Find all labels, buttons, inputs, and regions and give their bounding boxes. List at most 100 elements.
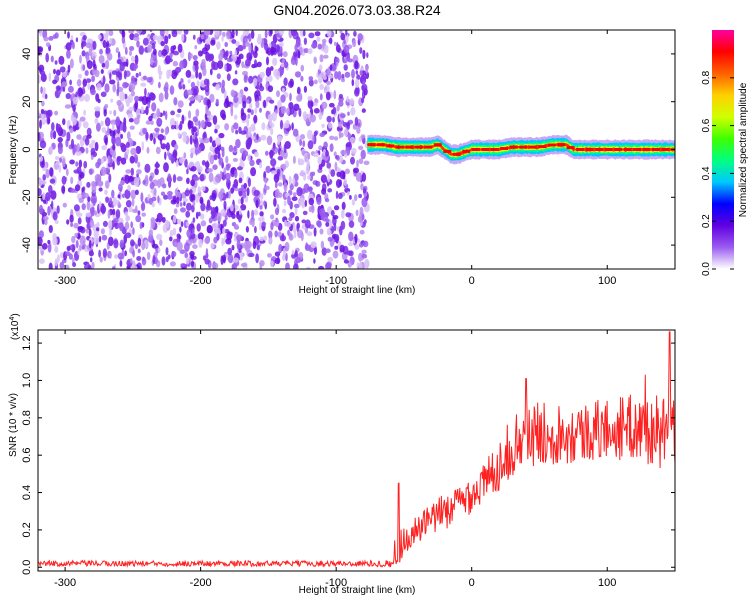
spectrogram-noise-cell	[245, 226, 249, 233]
spectrogram-noise-cell	[140, 82, 147, 87]
spectrogram-noise-cell	[358, 158, 364, 165]
spectrogram-noise-cell	[253, 77, 258, 87]
spectrogram-signal-peak	[443, 149, 452, 153]
spectrogram-noise-cell	[198, 238, 203, 248]
spectrogram-noise-cell	[283, 182, 288, 192]
spectrogram-noise-cell	[75, 150, 82, 156]
spectrogram-noise-cell	[218, 191, 224, 200]
spectrogram-noise-cell	[124, 211, 129, 216]
spectrogram-noise-cell	[204, 236, 210, 245]
spectrogram-signal-peak	[424, 145, 433, 149]
snr-y-tick-label: 0.2	[21, 522, 33, 537]
spectrogram-noise-cell	[148, 233, 154, 244]
spectrogram-noise-cell	[235, 138, 241, 149]
snr-y-axis-label: SNR (10 * v/v)	[8, 393, 19, 457]
spectrogram-noise-cell	[235, 129, 239, 135]
spectrogram-noise-cell	[157, 195, 160, 204]
spectrogram-noise-cell	[341, 201, 346, 210]
spectrogram-noise-cell	[190, 152, 194, 159]
spectrogram-noise-cell	[281, 163, 287, 171]
spectrogram-noise-cell	[196, 165, 203, 173]
spectrogram-noise-cell	[104, 104, 109, 109]
spectrogram-noise-cell	[221, 237, 224, 247]
snr-x-tick-label: 100	[598, 577, 616, 589]
spectrogram-noise-cell	[122, 124, 127, 133]
spectrogram-noise-cell	[269, 237, 272, 245]
spectrogram-noise-cell	[201, 58, 206, 67]
spectrogram-noise-cell	[328, 102, 335, 108]
spectrogram-noise-cell	[72, 96, 79, 105]
spectrogram-noise-cell	[225, 62, 231, 73]
spectrogram-noise-cell	[204, 113, 208, 121]
spectrogram-noise-cell	[249, 102, 253, 110]
spectrogram-noise-cell	[280, 105, 287, 114]
spectrogram-y-ticks: -40 -20 0 20 40	[21, 48, 675, 253]
spectrogram-noise-cell	[165, 81, 169, 88]
spectrogram-noise-cell	[85, 212, 91, 218]
spectrogram-noise-cell	[248, 33, 252, 42]
spectrogram-noise-cell	[191, 204, 195, 213]
spectrogram-noise-cell	[283, 143, 287, 154]
spectrogram-noise-cell	[70, 35, 74, 41]
spectrogram-signal-peak	[481, 148, 490, 151]
spectrogram-noise-cell	[333, 136, 339, 141]
spectrogram-noise-cell	[139, 221, 143, 230]
spectrogram-noise-cell	[220, 208, 227, 217]
spectrogram-noise-cell	[157, 111, 161, 118]
spectrogram-noise-cell	[112, 265, 116, 269]
spectrogram-noise-cell	[104, 32, 109, 42]
spectrogram-noise-cell	[267, 85, 274, 93]
spectrogram-noise-cell	[76, 134, 82, 140]
spectrogram-noise-cell	[98, 187, 103, 192]
spectrogram-signal-peak	[433, 143, 442, 147]
spectrogram-noise-cell	[190, 254, 195, 260]
spectrogram-noise-cell	[172, 174, 177, 183]
spectrogram-noise-cell	[307, 48, 313, 55]
spectrogram-noise-cell	[38, 177, 43, 187]
spectrogram-noise-cell	[150, 56, 154, 66]
spectrogram-noise-cell	[316, 72, 319, 78]
spectrogram-noise-cell	[268, 230, 273, 239]
spectrogram-noise-cell	[195, 146, 198, 156]
spectrogram-noise-cell	[361, 249, 367, 254]
spectrogram-noise-cell	[196, 80, 200, 88]
spectrogram-noise-cell	[270, 214, 275, 220]
spectrogram-noise-cell	[269, 99, 275, 104]
spectrogram-noise-cell	[101, 145, 107, 151]
spectrogram-noise-cell	[116, 89, 120, 97]
spectrogram-noise-cell	[185, 69, 192, 78]
spectrogram-noise-cell	[102, 39, 108, 49]
spectrogram-noise-cell	[235, 224, 239, 230]
snr-y-tick-label: 0.6	[21, 448, 33, 463]
spectrogram-noise-cell	[360, 134, 366, 139]
spectrogram-noise-cell	[69, 214, 74, 223]
spectrogram-noise-cell	[286, 107, 290, 116]
spectrogram-noise-cell	[303, 48, 309, 54]
spectrogram-noise-cell	[205, 205, 213, 211]
spectrogram-noise-cell	[224, 41, 228, 48]
spectrogram-noise-cell	[259, 236, 264, 242]
spectrogram-noise-cell	[194, 45, 197, 50]
spectrogram-noise-cell	[51, 200, 54, 210]
spectrogram-noise-cell	[169, 85, 175, 95]
spectrogram-noise-cell	[362, 49, 366, 60]
spectrogram-noise-cell	[216, 73, 221, 80]
spectrogram-noise-cell	[345, 212, 352, 218]
snr-y-tick-label: 0.0	[21, 560, 33, 575]
spectrogram-noise-cell	[358, 261, 363, 269]
spectrogram-noise-cell	[320, 174, 327, 184]
spectrogram-noise-cell	[302, 210, 308, 216]
spectrogram-noise-cell	[209, 114, 214, 121]
spectrogram-noise-cell	[109, 227, 112, 236]
spectrogram-noise-cell	[319, 54, 324, 63]
spectrogram-noise-cell	[184, 89, 188, 96]
snr-x-axis-label: Height of straight line (km)	[299, 585, 416, 596]
spectrogram-noise-cell	[130, 239, 135, 247]
spectrogram-noise-cell	[125, 200, 132, 208]
spectrogram-noise-cell	[226, 178, 231, 189]
spectrogram-noise-cell	[169, 229, 174, 237]
spectrogram-noise-cell	[265, 67, 272, 77]
svg-text:(x104): (x104)	[9, 313, 21, 340]
spectrogram-noise-cell	[216, 233, 220, 241]
spectrogram-noise-cell	[65, 251, 71, 257]
